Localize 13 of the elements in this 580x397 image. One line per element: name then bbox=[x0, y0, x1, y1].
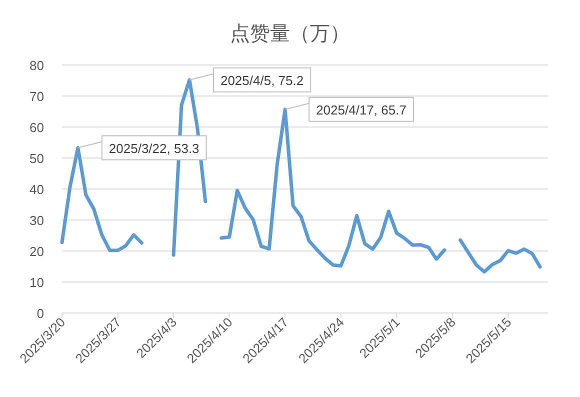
y-tick-label: 10 bbox=[30, 275, 44, 290]
annotation: 2025/3/22, 53.3 bbox=[108, 140, 200, 156]
y-tick-label: 60 bbox=[30, 120, 44, 135]
chart-title: 点赞量（万） bbox=[230, 23, 350, 45]
y-tick-label: 30 bbox=[30, 213, 44, 228]
y-tick-label: 40 bbox=[30, 182, 44, 197]
y-tick-label: 20 bbox=[30, 244, 44, 259]
y-tick-label: 0 bbox=[36, 306, 44, 321]
annotation: 2025/4/5, 75.2 bbox=[220, 72, 304, 88]
y-tick-label: 80 bbox=[30, 58, 44, 73]
y-tick-label: 50 bbox=[30, 151, 44, 166]
annotation: 2025/4/17, 65.7 bbox=[316, 102, 406, 118]
y-tick-label: 70 bbox=[30, 89, 44, 104]
